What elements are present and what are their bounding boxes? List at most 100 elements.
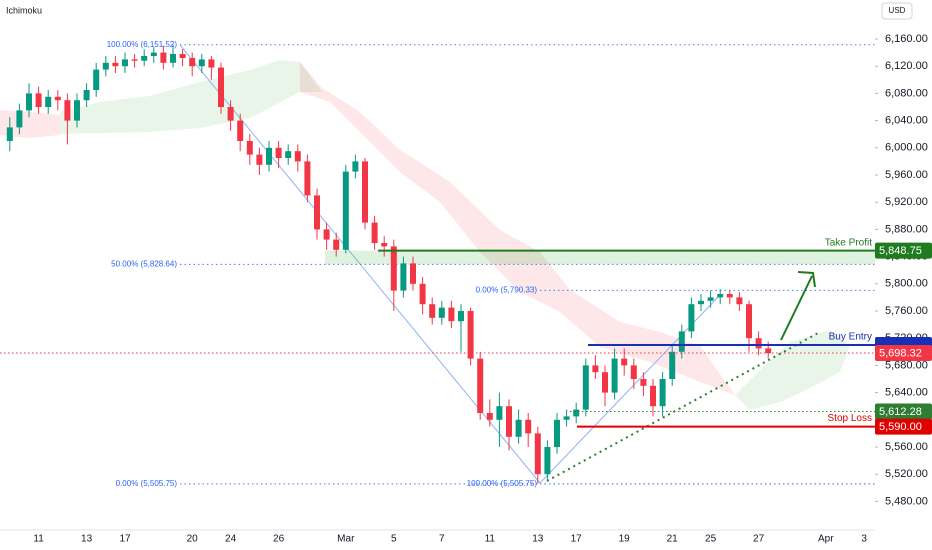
- candle-body: [390, 246, 397, 291]
- indicator-name: Ichimoku: [6, 5, 42, 15]
- y-tick-label: 5,480.00: [885, 495, 928, 507]
- candle-body: [707, 297, 714, 301]
- candle-body: [630, 365, 637, 379]
- y-tick-label: 6,120.00: [885, 60, 928, 72]
- fib-label: 100.00% (5,505.75): [467, 479, 538, 488]
- candle-body: [246, 140, 253, 155]
- candle-body: [314, 195, 320, 230]
- candle-body: [102, 62, 109, 70]
- x-tick-label: 17: [571, 534, 583, 545]
- y-tick-label: 5,880.00: [885, 223, 928, 235]
- candle-body: [26, 93, 32, 111]
- y-tick-label: 5,560.00: [885, 441, 928, 453]
- cloud-bull: [60, 60, 322, 134]
- candle-body: [506, 406, 512, 437]
- x-tick-label: 13: [81, 534, 93, 545]
- candle-body: [218, 67, 224, 107]
- candle-body: [419, 283, 426, 305]
- price-tag-label: 5,698.32: [879, 347, 922, 359]
- candle-body: [611, 358, 618, 393]
- ichimoku-cloud: [0, 60, 850, 410]
- candle-body: [266, 147, 272, 165]
- y-tick-label: 5,640.00: [885, 387, 928, 399]
- candle-body: [448, 307, 455, 322]
- candle-body: [736, 297, 743, 305]
- trendline: [546, 331, 821, 482]
- candle-body: [755, 338, 762, 349]
- candle-body: [208, 59, 215, 68]
- candle-body: [16, 110, 23, 128]
- candle-body: [342, 171, 349, 250]
- candle-body: [371, 222, 378, 243]
- candle-body: [726, 293, 733, 298]
- candle-body: [746, 304, 752, 339]
- candle-body: [179, 53, 186, 59]
- x-tick-label: 11: [33, 534, 44, 545]
- fib-label: 0.00% (5,505.75): [116, 479, 178, 488]
- y-tick-label: 6,160.00: [885, 33, 928, 45]
- candle-body: [170, 53, 176, 63]
- x-tick-label: 21: [667, 534, 679, 545]
- x-tick-label: 25: [705, 534, 717, 545]
- candle-body: [275, 147, 282, 158]
- candle-body: [304, 161, 311, 196]
- candle-body: [659, 378, 666, 407]
- candle-body: [122, 59, 128, 67]
- level-name: Stop Loss: [828, 413, 872, 424]
- candle-body: [237, 120, 244, 141]
- candle-body: [83, 89, 90, 101]
- candle-body: [515, 419, 522, 437]
- price-tag: [875, 403, 932, 420]
- x-tick-label: 20: [187, 534, 199, 545]
- candle-body: [467, 310, 474, 359]
- level-name: Take Profit: [825, 237, 872, 248]
- x-tick-label: Mar: [337, 534, 355, 545]
- candle-body: [74, 100, 80, 121]
- price-tag-label: 5,848.75: [879, 245, 922, 257]
- candle-body: [669, 351, 676, 379]
- candle-body: [285, 151, 292, 158]
- candle-body: [698, 300, 704, 305]
- cloud-bear: [300, 62, 735, 395]
- candle-body: [438, 307, 445, 318]
- candle-body: [362, 161, 368, 223]
- candle-body: [678, 331, 685, 352]
- y-tick-label: 6,040.00: [885, 115, 928, 127]
- y-tick-label: 5,920.00: [885, 196, 928, 208]
- price-tag: [875, 418, 932, 435]
- price-tag: [875, 344, 932, 361]
- x-tick-label: 5: [391, 534, 397, 545]
- candle-body: [256, 154, 263, 165]
- currency[interactable]: USD: [889, 6, 906, 15]
- candle-body: [141, 55, 148, 61]
- candle-body: [477, 358, 484, 413]
- candle-body: [717, 293, 724, 298]
- candle-body: [621, 358, 628, 366]
- fib-label: 50.00% (5,828.64): [111, 259, 177, 268]
- candle-body: [410, 263, 416, 284]
- price-tag: [875, 242, 932, 259]
- cloud-bull: [735, 330, 850, 410]
- candle-body: [400, 263, 407, 291]
- candle-body: [381, 242, 388, 247]
- currency-box[interactable]: [881, 2, 913, 20]
- candle-body: [189, 58, 196, 67]
- candle-body: [131, 59, 138, 61]
- candle-body: [765, 348, 772, 354]
- candle-body: [640, 378, 647, 386]
- cloud-bear: [0, 110, 60, 138]
- y-tick-label: 5,520.00: [885, 468, 928, 480]
- price-axis: [875, 0, 932, 550]
- candle-body: [294, 151, 301, 162]
- candle-body: [150, 52, 157, 56]
- y-tick-label: 6,000.00: [885, 142, 928, 154]
- x-tick-label: 27: [753, 534, 765, 545]
- x-tick-label: Apr: [818, 534, 834, 545]
- take-profit-zone: [325, 250, 875, 265]
- candle-body: [602, 372, 608, 393]
- candle-body: [554, 419, 560, 447]
- y-tick-label: 5,760.00: [885, 305, 928, 317]
- candle-body: [227, 106, 234, 121]
- candle-body: [45, 96, 52, 107]
